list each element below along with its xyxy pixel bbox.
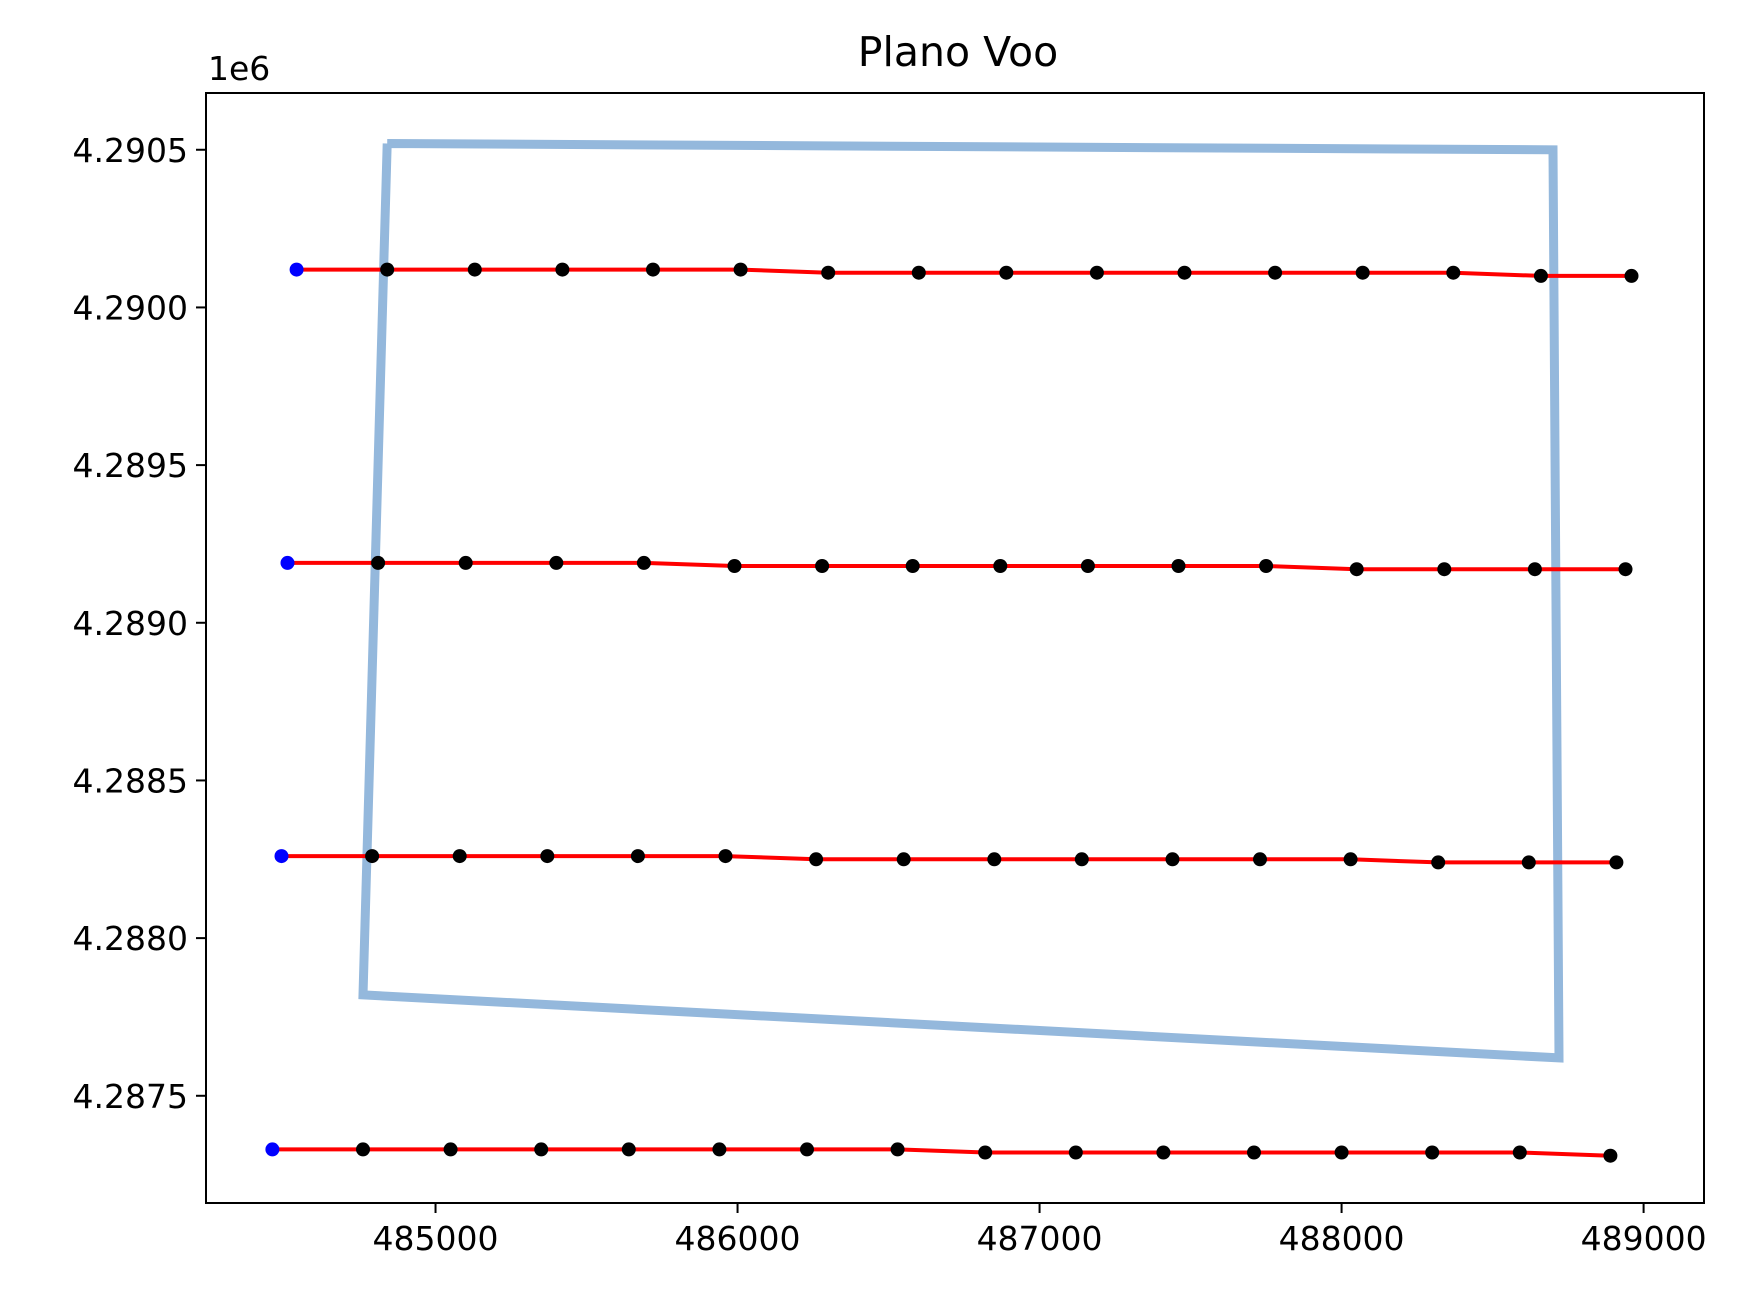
waypoint-4-10 <box>1156 1145 1171 1160</box>
waypoint-3-13 <box>1431 855 1446 870</box>
waypoint-1-13 <box>1446 265 1461 280</box>
waypoint-3-12 <box>1343 852 1358 867</box>
flight-line-1 <box>296 267 1632 278</box>
flight-line-2 <box>287 560 1626 572</box>
waypoint-4-7 <box>890 1142 905 1157</box>
waypoint-1-6 <box>821 265 836 280</box>
waypoint-4-4 <box>621 1142 636 1157</box>
waypoint-2-10 <box>1171 559 1186 573</box>
waypoint-4-1 <box>356 1142 370 1157</box>
waypoint-1-14 <box>1533 268 1548 283</box>
x-axis: 485000 486000 487000 488000 489000 <box>373 1203 1707 1258</box>
waypoint-2-15 <box>1618 562 1633 577</box>
start-point-1 <box>289 262 304 277</box>
flight-line-3 <box>281 854 1617 865</box>
x-tick-label: 486000 <box>675 1219 801 1258</box>
waypoint-4-12 <box>1334 1145 1349 1160</box>
y-axis: 4.2875 4.2880 4.2885 4.2890 4.2895 4.2900 4.29… <box>73 131 206 1116</box>
waypoint-1-15 <box>1624 268 1639 283</box>
waypoint-1-11 <box>1268 265 1283 280</box>
waypoint-3-14 <box>1521 855 1536 870</box>
axes-frame <box>205 92 1705 1204</box>
waypoint-1-9 <box>1089 265 1104 280</box>
chart-title: Plano Voo <box>858 28 1058 76</box>
waypoint-4-14 <box>1512 1145 1527 1160</box>
waypoint-3-1 <box>365 849 380 864</box>
waypoint-1-5 <box>733 262 748 277</box>
plot-area <box>265 139 1639 1163</box>
waypoint-1-3 <box>555 262 570 277</box>
waypoint-2-4 <box>636 555 651 570</box>
waypoint-3-2 <box>452 849 467 864</box>
flight-line-4 <box>272 1147 1611 1158</box>
waypoint-2-12 <box>1349 562 1364 577</box>
waypoint-1-1 <box>380 262 395 277</box>
y-tick-label: 4.2895 <box>73 446 188 485</box>
waypoint-3-10 <box>1165 852 1180 867</box>
waypoint-1-8 <box>999 265 1014 280</box>
waypoint-2-1 <box>371 555 386 570</box>
x-tick-label: 488000 <box>1279 1219 1405 1258</box>
y-tick-label: 4.2875 <box>73 1077 188 1116</box>
waypoint-2-11 <box>1259 559 1274 573</box>
area-boundary-polygon <box>358 139 1564 1063</box>
waypoint-4-6 <box>800 1142 814 1157</box>
waypoint-1-10 <box>1177 265 1192 280</box>
waypoint-3-11 <box>1253 852 1267 867</box>
waypoint-2-6 <box>815 559 830 573</box>
waypoint-4-9 <box>1068 1145 1083 1160</box>
waypoint-4-2 <box>443 1142 458 1157</box>
waypoint-1-4 <box>646 262 660 277</box>
start-point-3 <box>274 849 289 864</box>
y-tick-label: 4.2890 <box>73 604 188 643</box>
waypoint-3-7 <box>896 852 911 867</box>
start-point-2 <box>280 555 295 570</box>
waypoint-3-6 <box>809 852 824 867</box>
start-point-4 <box>265 1142 280 1157</box>
y-tick-label: 4.2905 <box>73 131 188 170</box>
waypoint-2-14 <box>1527 562 1542 577</box>
waypoint-4-3 <box>534 1142 549 1157</box>
waypoint-4-5 <box>712 1142 727 1157</box>
y-tick-label: 4.2880 <box>73 919 188 958</box>
waypoint-1-2 <box>467 262 482 277</box>
waypoint-1-12 <box>1355 265 1370 280</box>
waypoint-3-3 <box>540 849 555 864</box>
waypoint-2-3 <box>549 555 564 570</box>
waypoint-2-9 <box>1080 559 1095 573</box>
waypoint-4-11 <box>1247 1145 1261 1160</box>
waypoint-4-8 <box>978 1145 993 1160</box>
y-offset-label: 1e6 <box>208 49 270 88</box>
waypoint-2-13 <box>1437 562 1452 577</box>
waypoint-4-13 <box>1425 1145 1440 1160</box>
waypoint-2-7 <box>905 559 920 573</box>
waypoint-4-15 <box>1603 1148 1618 1163</box>
waypoint-3-5 <box>718 849 733 864</box>
waypoint-3-9 <box>1074 852 1089 867</box>
x-tick-label: 485000 <box>373 1219 499 1258</box>
waypoint-3-4 <box>630 849 645 864</box>
waypoint-2-8 <box>993 559 1008 573</box>
y-tick-label: 4.2900 <box>73 288 188 327</box>
x-tick-label: 489000 <box>1581 1219 1707 1258</box>
waypoint-2-5 <box>727 559 742 573</box>
waypoint-3-8 <box>987 852 1002 867</box>
x-tick-label: 487000 <box>977 1219 1103 1258</box>
y-tick-label: 4.2885 <box>73 761 188 800</box>
waypoint-1-7 <box>911 265 926 280</box>
waypoint-3-15 <box>1609 855 1624 870</box>
waypoint-2-2 <box>458 555 473 570</box>
